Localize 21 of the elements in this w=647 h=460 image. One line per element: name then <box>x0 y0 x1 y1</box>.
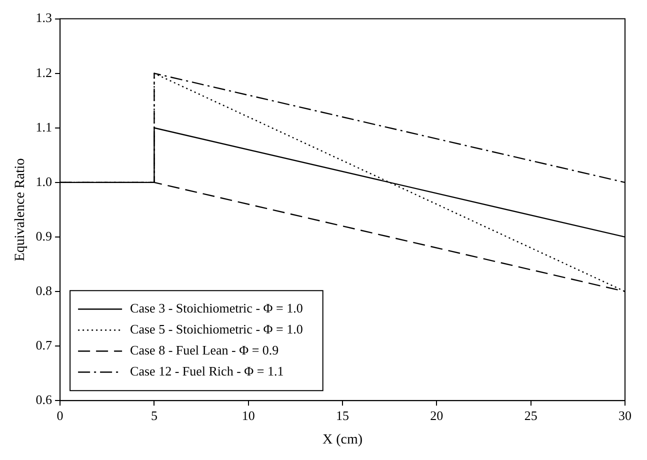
x-axis-title: X (cm) <box>322 432 363 448</box>
legend-label: Case 3 - Stoichiometric - Φ = 1.0 <box>130 300 303 316</box>
y-tick-label: 1.2 <box>36 64 52 80</box>
legend-label: Case 8 - Fuel Lean - Φ = 0.9 <box>130 342 279 358</box>
y-tick-label: 1.1 <box>36 119 52 134</box>
y-tick-label: 0.9 <box>36 228 52 244</box>
x-tick-label: 10 <box>242 408 255 423</box>
x-tick-label: 15 <box>336 408 350 423</box>
y-tick-label: 1.3 <box>36 10 52 26</box>
x-tick-label: 30 <box>618 408 632 423</box>
x-tick-label: 0 <box>56 408 64 423</box>
x-tick-label: 5 <box>150 408 158 423</box>
y-tick-label: 1.0 <box>36 174 52 189</box>
x-tick-label: 25 <box>524 408 538 423</box>
legend-label: Case 12 - Fuel Rich - Φ = 1.1 <box>130 364 284 379</box>
y-tick-label: 0.8 <box>36 282 52 298</box>
legend-label: Case 5 - Stoichiometric - Φ = 1.0 <box>130 322 303 337</box>
y-tick-label: 0.7 <box>36 337 53 352</box>
x-tick-label: 20 <box>430 408 444 423</box>
y-axis-title: Equivalence Ratio <box>13 158 28 262</box>
y-tick-label: 0.6 <box>36 392 53 408</box>
